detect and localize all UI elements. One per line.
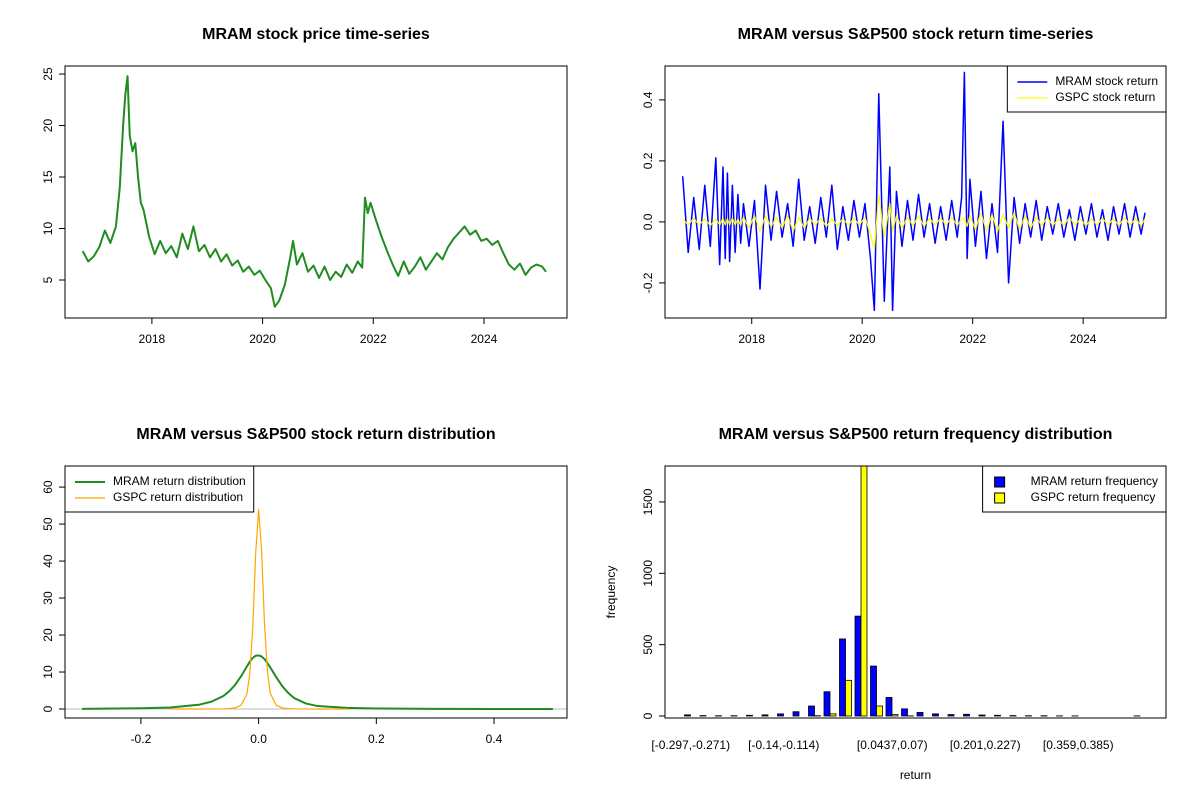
series-line: [170, 508, 347, 710]
y-tick-label: 15: [41, 170, 55, 184]
bar: [777, 713, 784, 717]
legend: MRAM return frequency GSPC return frequen…: [982, 465, 1167, 513]
y-tick-label: 0.2: [641, 152, 655, 169]
bar: [823, 691, 831, 717]
legend: MRAM return distribution GSPC return dist…: [64, 465, 255, 513]
bar: [761, 714, 769, 717]
legend-swatch: [994, 476, 1006, 488]
bar: [684, 714, 691, 717]
x-tick-label: 2020: [249, 332, 276, 346]
x-tick-label: 0.2: [368, 732, 385, 746]
bar: [829, 713, 837, 717]
x-tick-label: -0.2: [131, 732, 152, 746]
x-tick-label: 0.4: [486, 732, 503, 746]
y-tick-label: 0: [41, 705, 55, 712]
bar: [947, 714, 955, 717]
bar: [870, 665, 877, 717]
y-tick-label: 40: [41, 554, 55, 568]
x-axis-label: return: [900, 768, 931, 782]
legend-swatch: [994, 492, 1006, 504]
series-line: [681, 71, 1146, 312]
bar: [891, 714, 899, 717]
y-tick-label: 25: [41, 67, 55, 81]
bar: [860, 466, 868, 717]
y-tick-label: 10: [41, 665, 55, 679]
y-tick-label: 10: [41, 222, 55, 236]
legend: MRAM stock return GSPC stock return: [1006, 65, 1167, 113]
legend-label: GSPC stock return: [1055, 90, 1155, 104]
bar: [901, 708, 908, 717]
legend-box: [1006, 65, 1167, 113]
chart-title: MRAM versus S&P500 return frequency dist…: [719, 426, 1113, 443]
x-tick-label: [-0.297,-0.271): [651, 738, 730, 752]
x-tick-label: [0.201,0.227): [950, 738, 1021, 752]
bar: [876, 705, 883, 717]
x-tick-label: [0.0437,0.07): [857, 738, 928, 752]
plot-frame: [664, 465, 1167, 719]
x-tick-label: 2024: [471, 332, 498, 346]
x-tick-label: 2020: [849, 332, 876, 346]
y-axis-label: frequency: [604, 566, 618, 619]
legend-label: GSPC return distribution: [113, 490, 243, 504]
x-tick-label: [0.359,0.385): [1043, 738, 1114, 752]
y-tick-label: 20: [41, 628, 55, 642]
y-tick-label: 1500: [641, 488, 655, 515]
y-tick-label: -0.2: [641, 272, 655, 293]
y-tick-label: 1000: [641, 560, 655, 587]
y-tick-label: 0: [641, 712, 655, 719]
y-tick-label: 5: [41, 276, 55, 283]
plot-frame: [64, 65, 568, 319]
series-line: [81, 75, 547, 308]
y-tick-label: 0.0: [641, 213, 655, 230]
bar: [792, 711, 800, 717]
y-tick-label: 500: [641, 634, 655, 654]
legend-box: [64, 465, 255, 513]
plot-frame: [664, 65, 1167, 319]
plot-frame: [64, 465, 568, 719]
chart-title: MRAM versus S&P500 stock return distribu…: [136, 426, 495, 443]
y-tick-label: 50: [41, 517, 55, 531]
bar: [746, 714, 753, 717]
bar: [808, 705, 815, 717]
x-tick-label: 2022: [360, 332, 387, 346]
bar: [994, 714, 1001, 717]
y-tick-label: 60: [41, 480, 55, 494]
x-tick-label: 2022: [959, 332, 986, 346]
bar: [916, 712, 924, 717]
x-tick-label: 0.0: [250, 732, 267, 746]
chart-title: MRAM versus S&P500 stock return time-ser…: [738, 26, 1094, 43]
legend-box: [982, 465, 1167, 513]
series-line: [82, 654, 553, 710]
bar: [845, 679, 852, 717]
x-tick-label: 2024: [1070, 332, 1097, 346]
legend-label: MRAM return distribution: [113, 474, 246, 488]
bar: [932, 713, 939, 717]
bar: [978, 714, 986, 717]
series-line: [682, 193, 1146, 250]
legend-label: GSPC return frequency: [1031, 490, 1156, 504]
bar: [839, 638, 846, 717]
y-tick-label: 20: [41, 119, 55, 133]
x-tick-label: [-0.14,-0.114): [748, 738, 819, 752]
bar: [885, 697, 893, 717]
x-tick-label: 2018: [738, 332, 765, 346]
y-tick-label: 0.4: [641, 91, 655, 108]
chart-title: MRAM stock price time-series: [202, 26, 430, 43]
legend-label: MRAM stock return: [1055, 74, 1158, 88]
bar: [854, 615, 862, 717]
legend-label: MRAM return frequency: [1031, 474, 1158, 488]
y-tick-label: 30: [41, 591, 55, 605]
bar: [963, 713, 970, 717]
x-tick-label: 2018: [139, 332, 166, 346]
